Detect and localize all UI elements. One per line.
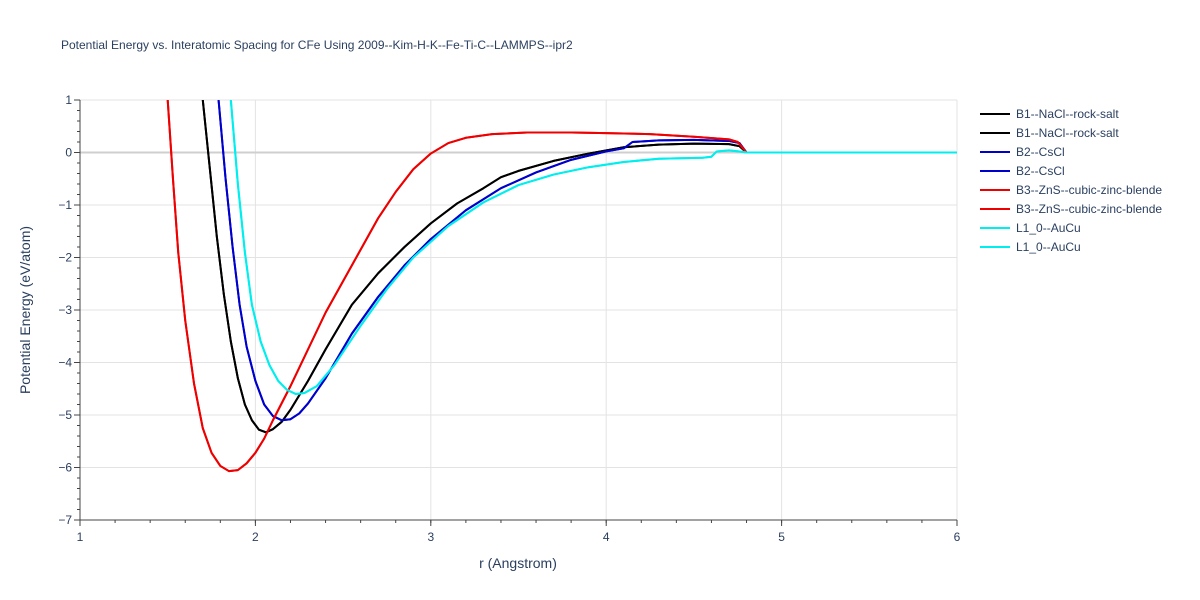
legend-label: L1_0--AuCu bbox=[1016, 221, 1081, 235]
legend-item[interactable]: B3--ZnS--cubic-zinc-blende bbox=[980, 202, 1162, 216]
x-tick-label: 4 bbox=[603, 530, 610, 544]
series-line-7 bbox=[229, 100, 957, 395]
legend-label: B2--CsCl bbox=[1016, 145, 1065, 159]
series-line-2 bbox=[201, 100, 957, 434]
legend-label: L1_0--AuCu bbox=[1016, 240, 1081, 254]
legend-item[interactable]: B2--CsCl bbox=[980, 164, 1065, 178]
y-tick-label: −4 bbox=[58, 356, 72, 370]
series-line-4 bbox=[217, 100, 957, 422]
x-tick-label: 6 bbox=[954, 530, 961, 544]
legend-item[interactable]: L1_0--AuCu bbox=[980, 240, 1081, 254]
y-tick-label: −1 bbox=[58, 198, 72, 212]
legend[interactable]: B1--NaCl--rock-salt B1--NaCl--rock-salt B2… bbox=[980, 107, 1162, 254]
series-line-1 bbox=[201, 100, 957, 434]
legend-item[interactable]: B1--NaCl--rock-salt bbox=[980, 107, 1119, 121]
y-tick-label: −6 bbox=[58, 461, 72, 475]
x-axis-title: r (Angstrom) bbox=[479, 555, 557, 571]
y-axis-title: Potential Energy (eV/atom) bbox=[17, 226, 33, 394]
x-tick-label: 5 bbox=[778, 530, 785, 544]
y-tick-label: 0 bbox=[65, 146, 72, 160]
axes bbox=[74, 99, 958, 526]
x-tick-label: 1 bbox=[77, 530, 84, 544]
chart-title: Potential Energy vs. Interatomic Spacing… bbox=[61, 38, 573, 52]
x-tick-label: 2 bbox=[252, 530, 259, 544]
series-line-6 bbox=[166, 100, 957, 473]
legend-label: B2--CsCl bbox=[1016, 164, 1065, 178]
legend-item[interactable]: L1_0--AuCu bbox=[980, 221, 1081, 235]
y-tick-label: −5 bbox=[58, 408, 72, 422]
y-tick-label: 1 bbox=[65, 93, 72, 107]
legend-item[interactable]: B3--ZnS--cubic-zinc-blende bbox=[980, 183, 1162, 197]
y-tick-label: −7 bbox=[58, 513, 72, 527]
y-tick-label: −2 bbox=[58, 251, 72, 265]
legend-label: B3--ZnS--cubic-zinc-blende bbox=[1016, 183, 1162, 197]
tick-labels: 1 2 3 4 5 6 1 0 −1 −2 −3 −4 −5 −6 −7 bbox=[58, 93, 960, 544]
legend-item[interactable]: B2--CsCl bbox=[980, 145, 1065, 159]
legend-label: B1--NaCl--rock-salt bbox=[1016, 107, 1119, 121]
series-layer bbox=[166, 100, 957, 473]
legend-item[interactable]: B1--NaCl--rock-salt bbox=[980, 126, 1119, 140]
legend-label: B1--NaCl--rock-salt bbox=[1016, 126, 1119, 140]
y-tick-label: −3 bbox=[58, 303, 72, 317]
grid bbox=[80, 99, 958, 520]
x-tick-label: 3 bbox=[427, 530, 434, 544]
legend-label: B3--ZnS--cubic-zinc-blende bbox=[1016, 202, 1162, 216]
series-line-8 bbox=[229, 100, 957, 395]
